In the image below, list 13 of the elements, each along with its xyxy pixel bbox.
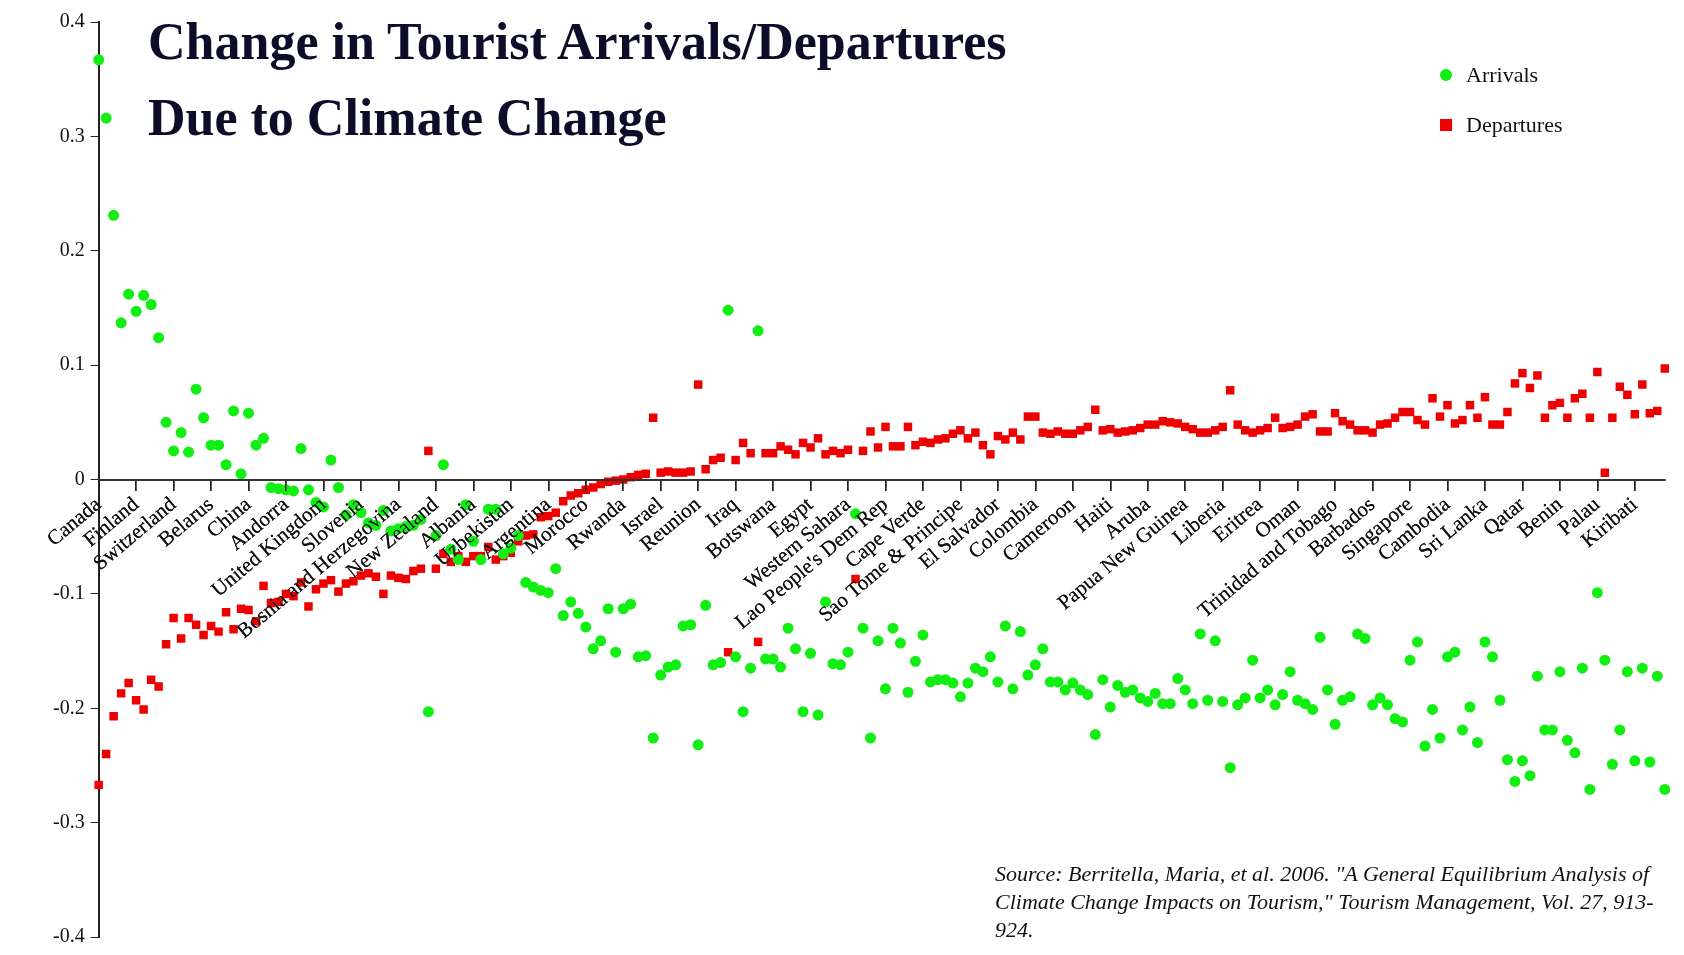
text: Change in Tourist Arrivals/Departures Due to Climate Change	[148, 12, 1008, 148]
legend-label: Departures	[1466, 112, 1563, 138]
y-tick-label: -0.2	[52, 695, 85, 718]
y-tick-label: 0.4	[59, 9, 85, 32]
legend-label: Arrivals	[1466, 62, 1539, 88]
annotation: Source: Berritella, Maria, et al. 2006. "A General Equilibrium Analysis of Climate Change Impacts on Tourism," Tourism Management, Vol. 27, 913-924.	[995, 860, 1655, 944]
y-tick-label: -0.1	[52, 581, 85, 604]
y-tick-label: -0.4	[52, 924, 85, 947]
y-tick-label: 0.2	[59, 238, 85, 260]
y-tick-label: 0.3	[59, 123, 85, 146]
y-tick-label: 0	[74, 466, 85, 489]
y-tick-label: 0.1	[59, 352, 85, 375]
y-tick-label: -0.3	[52, 809, 85, 832]
